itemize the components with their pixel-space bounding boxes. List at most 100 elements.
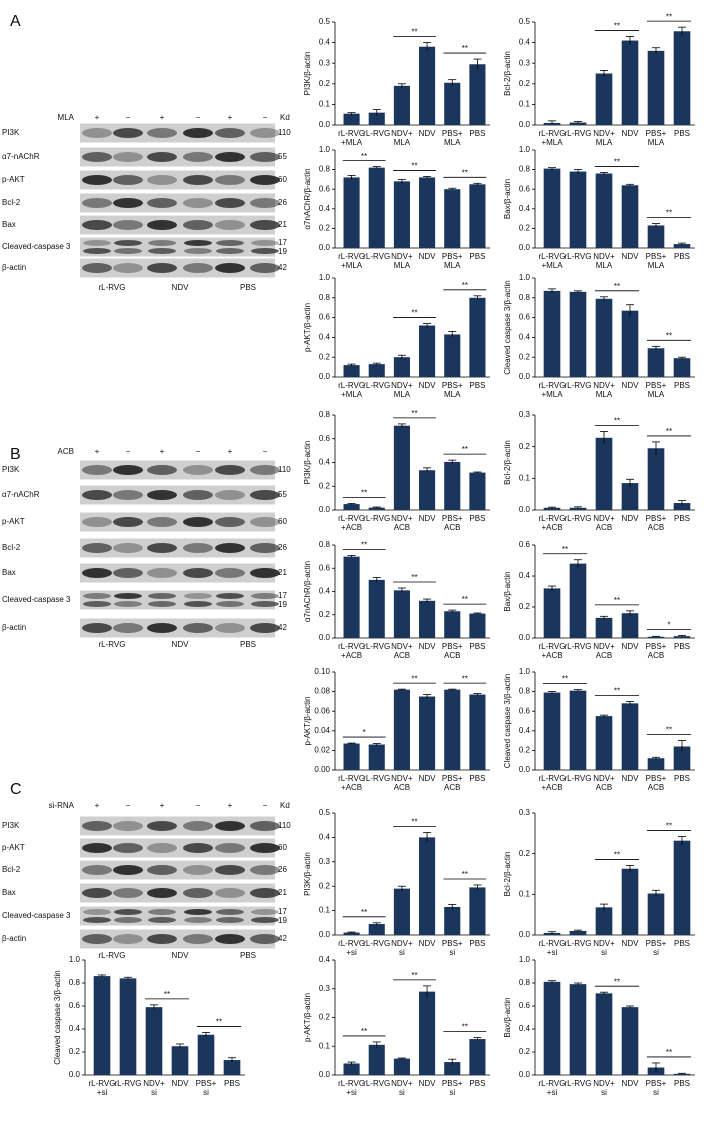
blot-band bbox=[147, 465, 177, 475]
blot-row-label: α7-nAChR bbox=[2, 490, 40, 499]
y-tick-label: 0.2 bbox=[519, 746, 531, 755]
x-tick-label: PBS+ bbox=[646, 252, 667, 261]
y-tick-label: 0.0 bbox=[319, 243, 331, 252]
bar bbox=[419, 470, 436, 510]
x-tick-label: PBS+ bbox=[646, 1079, 667, 1088]
bar bbox=[647, 448, 665, 510]
bar bbox=[569, 984, 587, 1075]
y-tick-label: 0.6 bbox=[319, 434, 331, 443]
x-tick-label: rL-RVG bbox=[338, 642, 365, 651]
blot-band bbox=[250, 152, 280, 162]
x-tick-label: PBS+ bbox=[442, 939, 463, 948]
bar bbox=[595, 617, 613, 638]
blot-band bbox=[82, 517, 112, 527]
treatment-label: ACB bbox=[58, 447, 74, 456]
bar bbox=[469, 297, 486, 377]
blot-row-label: β-actin bbox=[2, 934, 26, 943]
blot-band bbox=[147, 128, 177, 138]
y-tick-label: 0.4 bbox=[319, 833, 331, 842]
bar bbox=[569, 563, 587, 638]
x-tick-label: PBS+ bbox=[646, 514, 667, 523]
y-axis-label: PI3K/β-actin bbox=[303, 441, 312, 485]
blot-band bbox=[147, 543, 177, 553]
y-tick-label: 0.6 bbox=[519, 540, 531, 549]
bar bbox=[343, 113, 360, 125]
blot-band bbox=[113, 934, 143, 944]
blot-row-label: Bax bbox=[2, 220, 16, 229]
bar bbox=[368, 112, 385, 125]
y-tick-label: 0.2 bbox=[319, 610, 331, 619]
blot-row-label: β-actin bbox=[2, 623, 26, 632]
x-tick-label: NDV bbox=[419, 129, 437, 138]
bar bbox=[444, 82, 461, 125]
blot-band bbox=[82, 543, 112, 553]
x-tick-label: MLA bbox=[394, 390, 411, 399]
blot-band bbox=[183, 220, 213, 230]
bar bbox=[444, 689, 461, 770]
blot-band bbox=[83, 593, 111, 599]
treatment-sign: − bbox=[126, 801, 131, 810]
x-tick-label: rL-RVG bbox=[565, 514, 592, 523]
significance-label: ** bbox=[164, 990, 170, 999]
blot-band bbox=[184, 917, 212, 923]
x-tick-label: PBS bbox=[674, 381, 690, 390]
y-tick-label: 0.2 bbox=[69, 1047, 81, 1056]
treatment-sign: − bbox=[263, 801, 268, 810]
kd-label: 60 bbox=[278, 175, 287, 184]
blot-band bbox=[250, 128, 280, 138]
x-tick-label: +ACB bbox=[541, 523, 562, 532]
y-tick-label: 0.0 bbox=[519, 120, 531, 129]
y-axis-label: Bcl-2/β-actin bbox=[503, 852, 512, 897]
x-tick-label: rL-RVG bbox=[539, 252, 566, 261]
treatment-sign: − bbox=[263, 113, 268, 122]
x-tick-label: rL-RVG bbox=[338, 514, 365, 523]
bar bbox=[469, 694, 486, 770]
blot-band bbox=[148, 248, 176, 254]
blot-band bbox=[215, 263, 245, 273]
treatment-sign: + bbox=[228, 801, 233, 810]
blot-band bbox=[148, 909, 176, 915]
blot-band bbox=[183, 175, 213, 185]
y-tick-label: 0.6 bbox=[319, 563, 331, 572]
blot-band bbox=[113, 128, 143, 138]
treatment-sign: − bbox=[126, 447, 131, 456]
bar bbox=[673, 31, 691, 125]
significance-label: ** bbox=[614, 417, 620, 426]
bar bbox=[393, 689, 410, 770]
x-tick-label: rL-RVG bbox=[89, 1079, 116, 1088]
y-tick-label: 1.0 bbox=[319, 145, 331, 154]
blot-band bbox=[250, 843, 280, 853]
y-axis-label: Cleaved caspase 3/β-actin bbox=[53, 970, 62, 1064]
y-tick-label: 0.0 bbox=[319, 1070, 331, 1079]
significance-label: ** bbox=[361, 908, 367, 917]
bar bbox=[621, 185, 639, 248]
blot-band bbox=[147, 934, 177, 944]
x-tick-label: rL-RVG bbox=[539, 381, 566, 390]
blot-band bbox=[216, 248, 244, 254]
y-tick-label: 0.4 bbox=[319, 204, 331, 213]
blot-band bbox=[113, 465, 143, 475]
bar bbox=[569, 930, 587, 935]
significance-label: ** bbox=[462, 870, 468, 879]
significance-label: ** bbox=[361, 152, 367, 161]
blot-band bbox=[183, 888, 213, 898]
y-tick-label: 0.8 bbox=[319, 410, 331, 419]
x-tick-label: PBS+ bbox=[442, 381, 463, 390]
y-tick-label: 0.4 bbox=[319, 333, 331, 342]
y-axis-label: Cleaved caspase 3/β-actin bbox=[503, 280, 512, 374]
bar bbox=[543, 588, 561, 638]
bar bbox=[393, 85, 410, 125]
x-tick-label: +MLA bbox=[341, 390, 363, 399]
y-tick-label: 0.6 bbox=[519, 1001, 531, 1010]
significance-label: ** bbox=[361, 489, 367, 498]
x-tick-label: rL-RVG bbox=[338, 939, 365, 948]
x-tick-label: rL-RVG bbox=[539, 129, 566, 138]
blot-band bbox=[82, 934, 112, 944]
x-tick-label: si bbox=[399, 948, 405, 957]
blot-row-label: Bcl-2 bbox=[2, 198, 21, 207]
x-tick-label: PBS bbox=[674, 642, 690, 651]
kd-label: 21 bbox=[278, 888, 287, 897]
y-tick-label: 0.4 bbox=[319, 38, 331, 47]
significance-label: ** bbox=[614, 687, 620, 696]
